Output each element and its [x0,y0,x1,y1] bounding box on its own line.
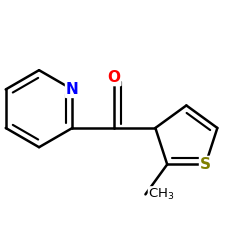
Text: CH$_3$: CH$_3$ [148,187,175,202]
Text: S: S [200,157,211,172]
Text: N: N [66,82,79,97]
Text: O: O [108,70,120,85]
